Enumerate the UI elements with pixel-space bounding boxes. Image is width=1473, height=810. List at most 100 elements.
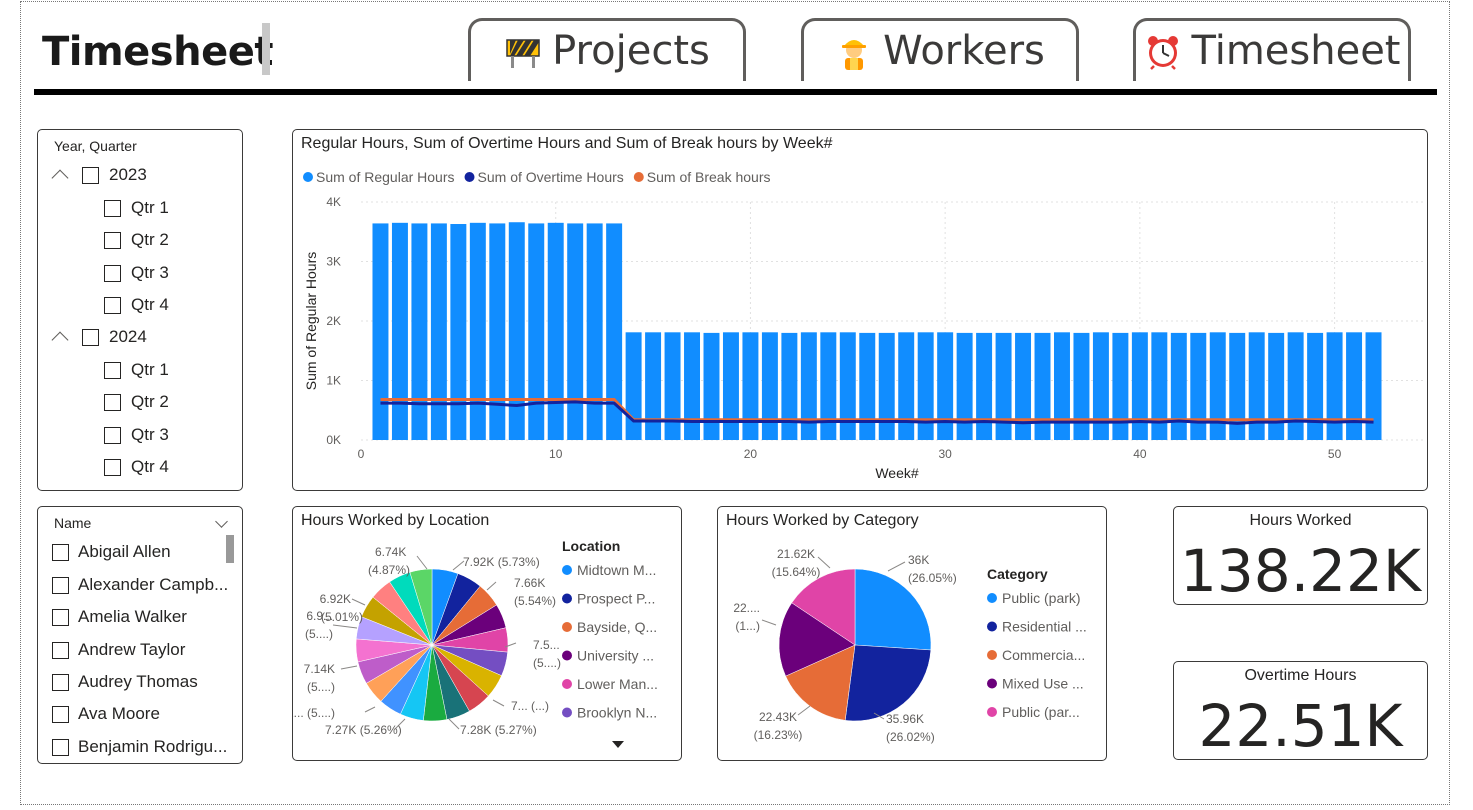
slicer-quarter[interactable]: Qtr 3 (104, 263, 169, 283)
regular-hours-bar[interactable] (1209, 332, 1226, 440)
legend-label[interactable]: University ... (577, 648, 654, 664)
regular-hours-bar[interactable] (820, 332, 837, 440)
checkbox[interactable] (104, 393, 121, 411)
name-item[interactable]: Amelia Walker (52, 607, 187, 627)
checkbox[interactable] (52, 738, 69, 756)
regular-hours-bar[interactable] (1268, 332, 1285, 440)
regular-hours-bar[interactable] (1034, 332, 1051, 440)
regular-hours-bar[interactable] (1170, 332, 1187, 440)
regular-hours-bar[interactable] (878, 332, 895, 440)
regular-hours-bar[interactable] (430, 223, 447, 440)
break-hours-line[interactable] (380, 398, 1374, 422)
checkbox[interactable] (104, 458, 121, 476)
regular-hours-bar[interactable] (1248, 332, 1265, 440)
slicer-quarter[interactable]: Qtr 3 (104, 425, 169, 445)
name-item[interactable]: Audrey Thomas (52, 672, 198, 692)
slicer-quarter[interactable]: Qtr 1 (104, 360, 169, 380)
checkbox[interactable] (104, 296, 121, 314)
chevron-down-icon[interactable] (215, 515, 228, 528)
regular-hours-bar[interactable] (1112, 332, 1129, 440)
slicer-quarter[interactable]: Qtr 2 (104, 230, 169, 250)
checkbox[interactable] (52, 608, 69, 626)
name-item[interactable]: Andrew Taylor (52, 640, 185, 660)
category-pie-slice[interactable] (844, 644, 932, 722)
collapse-caret-icon[interactable] (51, 331, 69, 349)
name-item[interactable]: Alexander Campb... (52, 575, 228, 595)
overtime-hours-line[interactable] (380, 400, 1374, 425)
regular-hours-bar[interactable] (645, 332, 662, 440)
regular-hours-bar[interactable] (1346, 332, 1363, 440)
name-item[interactable]: Ava Moore (52, 704, 160, 724)
regular-hours-bar[interactable] (1365, 332, 1382, 440)
legend-label[interactable]: Bayside, Q... (577, 619, 657, 635)
category-pie-slice[interactable] (854, 568, 932, 651)
legend-label[interactable]: Commercia... (1002, 647, 1085, 663)
regular-hours-bar[interactable] (1092, 332, 1109, 440)
regular-hours-bar[interactable] (547, 222, 564, 440)
slicer-quarter[interactable]: Qtr 1 (104, 198, 169, 218)
regular-hours-bar[interactable] (391, 222, 408, 440)
regular-hours-bar[interactable] (1326, 332, 1343, 440)
regular-hours-bar[interactable] (606, 223, 623, 440)
regular-hours-bar[interactable] (1287, 332, 1304, 440)
regular-hours-bar[interactable] (586, 223, 603, 440)
category-pie-slice[interactable] (791, 568, 856, 646)
regular-hours-bar[interactable] (1131, 332, 1148, 440)
regular-hours-bar[interactable] (1151, 332, 1168, 440)
regular-hours-bar[interactable] (995, 332, 1012, 440)
regular-hours-bar[interactable] (839, 332, 856, 440)
checkbox[interactable] (82, 328, 99, 346)
name-item[interactable]: Benjamin Rodrigu... (52, 737, 227, 757)
category-pie-slice[interactable] (778, 602, 856, 677)
checkbox[interactable] (52, 641, 69, 659)
regular-hours-bar[interactable] (781, 332, 798, 440)
checkbox[interactable] (104, 231, 121, 249)
checkbox[interactable] (52, 543, 69, 561)
regular-hours-bar[interactable] (742, 332, 759, 440)
regular-hours-bar[interactable] (489, 223, 506, 440)
legend-label[interactable]: Sum of Overtime Hours (478, 169, 624, 185)
collapse-caret-icon[interactable] (51, 169, 69, 187)
slicer-year-2023[interactable]: 2023 (51, 165, 147, 187)
checkbox[interactable] (52, 705, 69, 723)
checkbox[interactable] (104, 426, 121, 444)
regular-hours-bar[interactable] (703, 332, 720, 440)
checkbox[interactable] (82, 166, 99, 184)
checkbox[interactable] (52, 673, 69, 691)
legend-label[interactable]: Lower Man... (577, 676, 658, 692)
regular-hours-bar[interactable] (508, 222, 525, 440)
checkbox[interactable] (104, 361, 121, 379)
regular-hours-bar[interactable] (1015, 332, 1032, 440)
tab-workers[interactable]: Workers (801, 18, 1079, 81)
legend-label[interactable]: Prospect P... (577, 591, 655, 607)
legend-label[interactable]: Midtown M... (577, 562, 656, 578)
regular-hours-bar[interactable] (859, 332, 876, 440)
regular-hours-bar[interactable] (625, 332, 642, 440)
legend-label[interactable]: Public (par... (1002, 704, 1080, 720)
legend-label[interactable]: Sum of Break hours (647, 169, 771, 185)
scrollbar-thumb[interactable] (226, 535, 234, 563)
legend-label[interactable]: Sum of Regular Hours (316, 169, 455, 185)
regular-hours-bar[interactable] (917, 332, 934, 440)
regular-hours-bar[interactable] (761, 332, 778, 440)
name-item[interactable]: Abigail Allen (52, 542, 171, 562)
checkbox[interactable] (52, 576, 69, 594)
regular-hours-bar[interactable] (1307, 332, 1324, 440)
regular-hours-bar[interactable] (956, 332, 973, 440)
regular-hours-bar[interactable] (1229, 332, 1246, 440)
legend-label[interactable]: Public (park) (1002, 590, 1081, 606)
location-pie-slice[interactable] (409, 568, 433, 646)
slicer-quarter[interactable]: Qtr 2 (104, 392, 169, 412)
legend-label[interactable]: Residential ... (1002, 619, 1087, 635)
hours-by-category-chart[interactable]: Hours Worked by Category 36K (26.05%) 35.9… (717, 506, 1107, 761)
regular-hours-bar[interactable] (664, 332, 681, 440)
regular-hours-bar[interactable] (937, 332, 954, 440)
regular-hours-bar[interactable] (976, 332, 993, 440)
tab-timesheet[interactable]: Timesheet (1133, 18, 1411, 81)
regular-hours-bar[interactable] (411, 223, 428, 440)
legend-scroll-down-icon[interactable] (612, 741, 624, 748)
regular-hours-bar[interactable] (800, 332, 817, 440)
checkbox[interactable] (104, 199, 121, 217)
legend-label[interactable]: Brooklyn N... (577, 705, 657, 721)
regular-hours-bar[interactable] (1073, 332, 1090, 440)
